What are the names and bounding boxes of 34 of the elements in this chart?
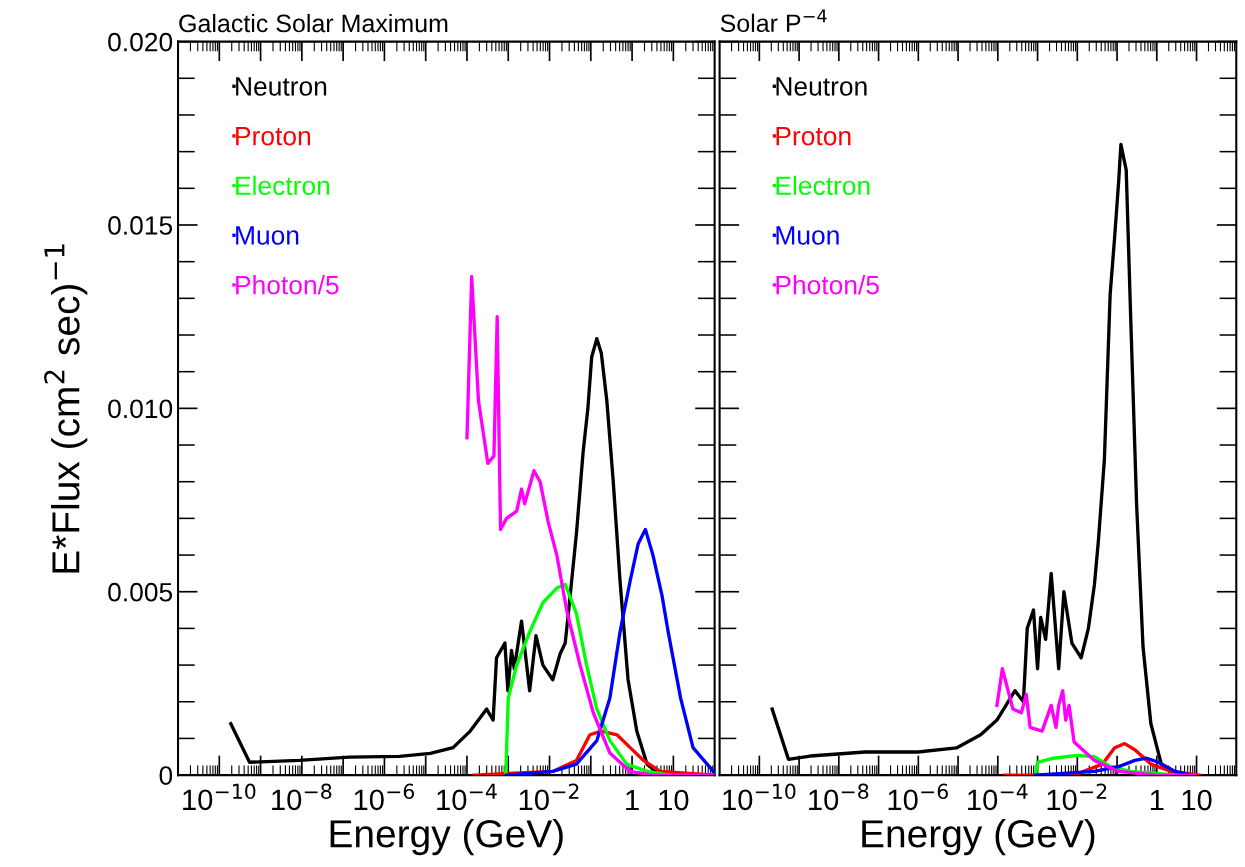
x-tick-label: 1 [626,790,639,811]
chart-title: Galactic Solar Maximum [179,13,448,33]
x-tick-label: 10 [659,789,689,811]
legend-label: Muon [776,226,839,245]
x-axis-title: Energy (GeV) [330,818,563,856]
x-tick-label: 10 [1182,789,1212,811]
x-tick-label: 1 [1150,790,1164,811]
legend-label: Proton [776,127,851,146]
y-tick-label: 0 [159,766,173,785]
x-tick-label: 10$^{−4}$ [437,783,497,811]
legend-label: Photon/5 [776,275,879,295]
legend-label: Muon [236,226,299,245]
y-tick-label: 0.010 [108,399,173,419]
x-tick-label: 10$^{−2}$ [1047,783,1107,811]
legend-label: Electron [776,175,870,196]
legend-label: Neutron [776,77,867,96]
x-tick-label: 10$^{−6}$ [888,783,948,811]
legend-label: Electron [236,175,330,196]
x-tick-label: 10$^{−4}$ [968,783,1028,811]
x-axis-title: Energy (GeV) [862,818,1095,856]
x-tick-label: 10$^{−8}$ [809,783,869,811]
x-tick-label: 10$^{−6}$ [354,783,415,811]
x-tick-label: 10$^{−10}$ [723,783,796,811]
y-tick-label: 0.020 [108,32,173,52]
chart-title: Solar P$^{−4}$ [720,9,827,33]
y-tick-label: 0.015 [108,216,173,235]
legend-label: Proton [236,127,311,146]
x-tick-label: 10$^{−2}$ [519,783,579,811]
x-tick-label: 10$^{−8}$ [272,783,332,811]
x-tick-label: 10$^{−10}$ [183,783,256,811]
legend-label: Neutron [236,77,327,96]
legend-label: Photon/5 [236,275,339,295]
y-axis-title: E*Flux (cm$^{2}$ sec)$^{−1}$ [44,244,88,573]
y-tick-label: 0.005 [108,582,173,602]
